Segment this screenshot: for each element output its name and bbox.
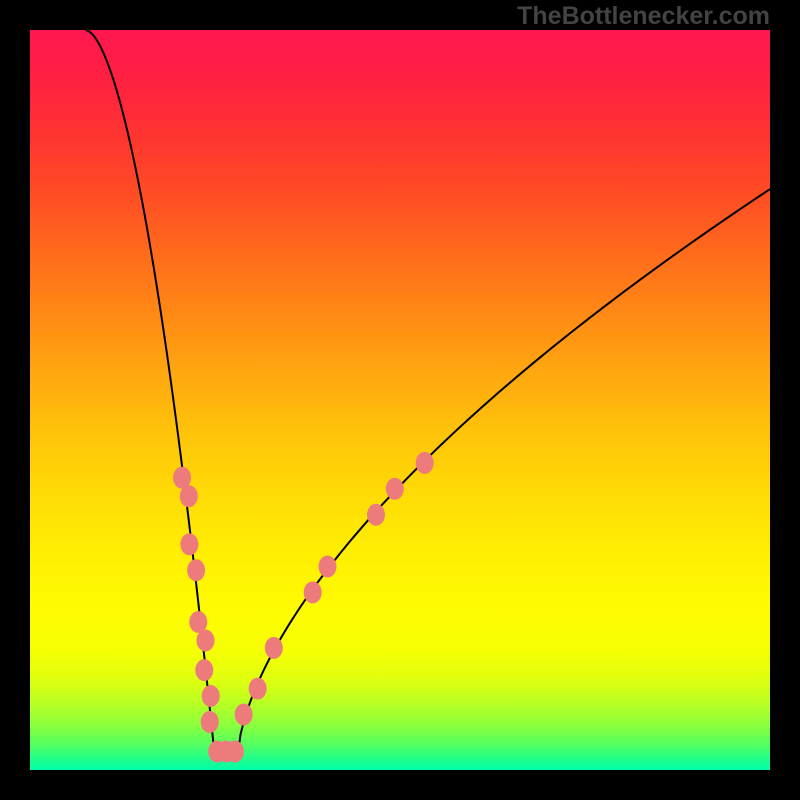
data-marker (180, 485, 198, 507)
data-marker (249, 678, 267, 700)
data-marker (226, 741, 244, 763)
chart-svg (30, 30, 770, 770)
data-marker (416, 452, 434, 474)
data-marker (367, 504, 385, 526)
data-marker (202, 685, 220, 707)
data-marker (318, 556, 336, 578)
data-marker (196, 630, 214, 652)
data-marker (265, 637, 283, 659)
chart-container: TheBottlenecker.com (0, 0, 800, 800)
data-marker (304, 581, 322, 603)
watermark-text: TheBottlenecker.com (517, 2, 770, 31)
plot-area (30, 30, 770, 770)
data-marker (386, 478, 404, 500)
data-marker (201, 711, 219, 733)
gradient-background (30, 30, 770, 770)
data-marker (195, 659, 213, 681)
data-marker (180, 533, 198, 555)
data-marker (235, 704, 253, 726)
data-marker (187, 559, 205, 581)
